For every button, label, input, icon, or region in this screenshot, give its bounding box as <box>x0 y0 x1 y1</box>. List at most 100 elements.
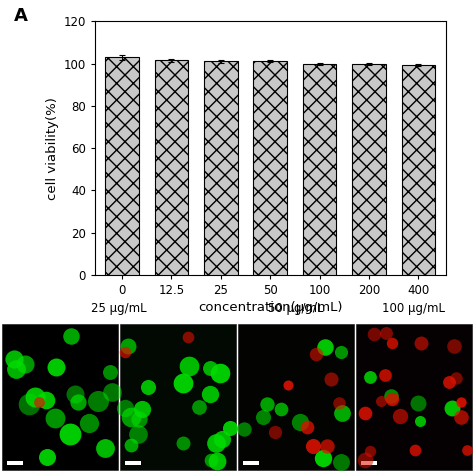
Point <box>71 391 79 398</box>
Point <box>212 439 219 447</box>
Text: A: A <box>14 7 28 25</box>
Point <box>396 412 404 420</box>
Point <box>22 360 29 368</box>
Bar <box>352 64 386 275</box>
Point <box>10 355 18 363</box>
Point <box>207 391 214 398</box>
Bar <box>303 64 337 275</box>
Bar <box>356 324 472 470</box>
Point <box>196 403 203 411</box>
Bar <box>361 461 377 465</box>
Bar <box>7 461 23 465</box>
Point <box>452 374 460 382</box>
Point <box>134 430 141 438</box>
Point <box>44 453 51 461</box>
Point <box>366 374 374 381</box>
Point <box>312 350 320 358</box>
Point <box>207 364 214 371</box>
Bar <box>155 60 188 275</box>
Point <box>138 405 146 413</box>
Point <box>337 348 345 356</box>
Point <box>458 398 465 405</box>
Point <box>417 339 424 347</box>
Point <box>124 342 132 350</box>
Point <box>323 442 331 450</box>
Point <box>31 393 39 401</box>
Bar <box>204 62 237 275</box>
Point <box>75 398 82 406</box>
Bar <box>254 61 287 275</box>
Bar <box>125 461 141 465</box>
Point <box>36 399 43 406</box>
Point <box>327 375 334 383</box>
Point <box>180 439 187 447</box>
Point <box>382 371 389 379</box>
Text: 50 μg/mL: 50 μg/mL <box>268 302 324 315</box>
Point <box>387 392 395 399</box>
Point <box>383 329 390 337</box>
Point <box>135 415 142 423</box>
Point <box>284 381 292 388</box>
Point <box>208 456 215 464</box>
Point <box>388 395 396 403</box>
Point <box>66 430 74 438</box>
Point <box>219 435 226 443</box>
Point <box>296 419 303 426</box>
Point <box>121 348 128 356</box>
Point <box>213 457 220 465</box>
Point <box>259 413 266 421</box>
Point <box>361 409 369 416</box>
Point <box>144 383 152 391</box>
Point <box>388 339 396 346</box>
Point <box>226 425 233 432</box>
Point <box>85 419 93 427</box>
Point <box>12 365 19 373</box>
Point <box>277 405 284 412</box>
Point <box>322 343 329 351</box>
Point <box>101 444 109 452</box>
Point <box>94 397 102 405</box>
Point <box>184 333 191 341</box>
Bar <box>2 324 118 470</box>
Bar <box>238 324 354 470</box>
Point <box>362 456 369 463</box>
X-axis label: concentration(μg/mL): concentration(μg/mL) <box>198 301 342 314</box>
Point <box>67 332 75 339</box>
Point <box>25 400 33 408</box>
Point <box>128 413 135 421</box>
Point <box>127 442 135 449</box>
Bar <box>401 65 435 275</box>
Point <box>337 458 344 465</box>
Point <box>43 397 50 404</box>
Point <box>271 428 279 436</box>
Y-axis label: cell viability(%): cell viability(%) <box>46 97 59 200</box>
Bar <box>120 324 236 470</box>
Point <box>263 400 271 408</box>
Point <box>457 413 465 420</box>
Point <box>319 454 327 461</box>
Point <box>411 446 419 454</box>
Point <box>216 370 224 377</box>
Point <box>240 425 248 432</box>
Text: 100 μg/mL: 100 μg/mL <box>383 302 446 315</box>
Bar <box>105 57 139 275</box>
Point <box>309 442 317 450</box>
Bar <box>243 461 259 465</box>
Point <box>179 379 186 386</box>
Point <box>121 404 128 412</box>
Point <box>415 400 422 407</box>
Point <box>335 399 343 406</box>
Point <box>370 330 378 338</box>
Point <box>450 343 458 350</box>
Point <box>303 423 311 430</box>
Point <box>445 379 453 386</box>
Point <box>463 447 470 454</box>
Point <box>185 362 193 370</box>
Point <box>338 410 346 417</box>
Point <box>366 447 374 455</box>
Point <box>52 364 60 371</box>
Point <box>448 404 456 412</box>
Point <box>108 388 116 396</box>
Text: 25 μg/mL: 25 μg/mL <box>91 302 147 315</box>
Point <box>377 397 384 404</box>
